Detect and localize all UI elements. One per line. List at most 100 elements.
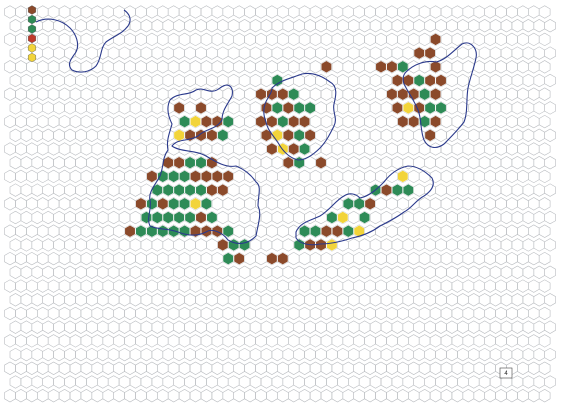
hex-cell [20, 73, 33, 88]
hex-cell [26, 389, 38, 403]
hex-cell [331, 389, 344, 403]
hex-cell [533, 46, 546, 60]
hex-cell [124, 306, 136, 321]
mountain-hex [206, 129, 218, 142]
hex-cell [31, 238, 44, 252]
hex-cell [331, 169, 344, 184]
hex-cell [91, 224, 104, 238]
hex-cell [86, 156, 98, 170]
hex-cell [544, 375, 556, 389]
hex-cell [227, 375, 240, 389]
hex-cell [375, 142, 387, 156]
hex-cell [211, 5, 224, 19]
hex-cell [511, 238, 524, 252]
hex-cell [135, 169, 147, 184]
forest-hex [195, 183, 207, 197]
hex-cell [15, 279, 27, 293]
hex-cell [309, 5, 322, 19]
hex-cell [184, 238, 196, 252]
hex-cell [200, 361, 213, 375]
hex-cell [391, 210, 404, 225]
hex-cell [347, 238, 360, 252]
mountain-hex [277, 87, 289, 101]
hex-cell [478, 238, 491, 252]
hex-cell [500, 210, 513, 225]
hex-cell [118, 320, 131, 334]
mountain-hex [217, 183, 229, 197]
hex-cell [342, 5, 355, 19]
hex-cell [53, 265, 65, 279]
hex-cell [211, 142, 224, 156]
hex-cell [309, 60, 322, 74]
hex-cell [42, 375, 54, 389]
terrain-west-island [124, 101, 251, 265]
hex-cell [118, 156, 131, 170]
hex-cell [342, 334, 355, 348]
hex-cell [47, 361, 60, 375]
hex-cell [102, 142, 114, 156]
hex-cell [337, 73, 349, 88]
hex-cell [162, 347, 174, 362]
hex-cell [489, 156, 502, 170]
hex-cell [309, 251, 322, 266]
hex-cell [484, 389, 496, 403]
hex-cell [31, 293, 44, 307]
hex-cell [527, 5, 540, 19]
forest-hex [391, 183, 403, 197]
hex-cell [249, 238, 262, 252]
hex-cell [140, 128, 153, 142]
hex-cell [195, 46, 207, 60]
hex-cell [511, 265, 524, 279]
hex-cell [91, 251, 104, 266]
mountain-hex [266, 142, 278, 156]
hex-cell [375, 334, 387, 348]
hex-cell [489, 46, 502, 60]
hex-cell [315, 293, 327, 307]
hex-cell [146, 142, 158, 156]
hex-cell [255, 197, 267, 211]
hex-cell [402, 46, 415, 60]
hex-cell [151, 347, 164, 362]
forest-hex [288, 87, 300, 101]
hex-cell [233, 197, 245, 211]
hex-cell [167, 251, 180, 266]
hex-cell [457, 73, 469, 88]
desert-hex [173, 129, 185, 142]
hex-cell [211, 60, 224, 74]
hex-cell [36, 5, 49, 19]
hex-cell [435, 156, 447, 170]
hex-cell [375, 306, 387, 321]
forest-hex [424, 101, 436, 115]
hex-cell [178, 279, 191, 293]
hex-cell [446, 101, 458, 115]
hex-cell [184, 46, 196, 60]
hex-cell [211, 389, 224, 403]
hex-cell [342, 279, 355, 293]
hex-cell [544, 183, 556, 197]
hex-cell [407, 169, 420, 184]
hex-cell [397, 306, 409, 321]
hex-cell [113, 361, 125, 375]
hex-cell [511, 46, 524, 60]
mountain-hex [320, 224, 332, 238]
hex-cell [386, 142, 398, 156]
hex-cell [113, 60, 125, 74]
hex-cell [467, 238, 480, 252]
hex-cell [347, 347, 360, 362]
hex-cell [467, 375, 480, 389]
hex-cell [315, 19, 327, 33]
hex-cell [47, 5, 60, 19]
hex-cell [397, 361, 409, 375]
forest-hex [293, 101, 305, 115]
mountain-hex [260, 129, 272, 142]
hex-cell [102, 334, 114, 348]
forest-hex [222, 252, 234, 265]
hex-cell [189, 389, 202, 403]
hex-cell [47, 334, 60, 348]
hex-cell [293, 375, 305, 389]
hex-cell [31, 210, 44, 225]
hex-cell [478, 375, 491, 389]
hex-cell [315, 46, 327, 60]
hex-cell [36, 197, 49, 211]
hex-cell [517, 279, 529, 293]
